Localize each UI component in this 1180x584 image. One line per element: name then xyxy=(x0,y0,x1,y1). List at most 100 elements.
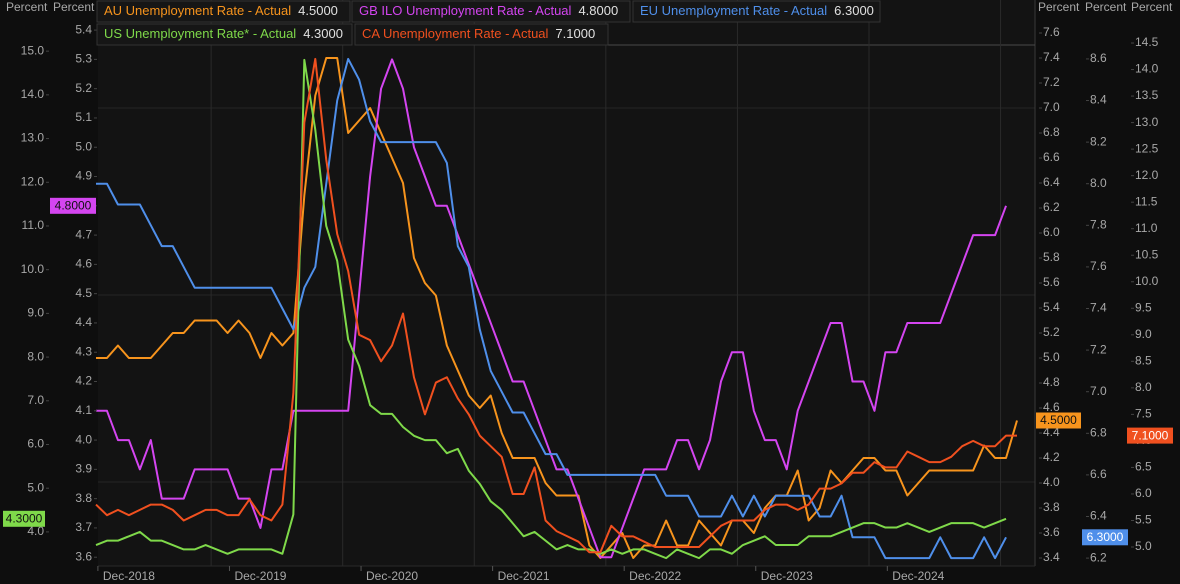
axes: Percent 4.0 5.0 6.0 7.0 8.0 9.0 10.0 11.0 12.0 13.… xyxy=(3,0,1173,583)
y-tick-label: 6.0 xyxy=(1043,225,1060,239)
y-tick-label: 7.8 xyxy=(1090,217,1107,231)
y-tick-label: 11.5 xyxy=(1135,194,1158,208)
y-tick-label: 12.0 xyxy=(1135,168,1159,182)
y-tick-label: 7.4 xyxy=(1043,50,1060,64)
y-tick-label: 4.3 xyxy=(75,344,92,358)
y-tick-label: 5.2 xyxy=(75,81,92,95)
y-tick-label: 3.6 xyxy=(1043,525,1060,539)
legend-name: EU Unemployment Rate - Actual xyxy=(640,3,827,18)
y-tick-label: 5.0 xyxy=(75,139,92,153)
y-tick-label: 7.4 xyxy=(1090,301,1107,315)
legend-name: GB ILO Unemployment Rate - Actual xyxy=(359,3,572,18)
y-tick-label: 6.2 xyxy=(1090,550,1107,564)
x-tick-label: Dec-2022 xyxy=(629,569,681,583)
y-tick-label: 13.0 xyxy=(21,131,45,145)
legend-value: 4.5000 xyxy=(298,3,338,18)
legend-box xyxy=(96,0,351,23)
y-tick-label: 8.5 xyxy=(1135,353,1152,367)
y-tick-label: 6.5 xyxy=(1135,460,1152,474)
grid xyxy=(210,0,1002,566)
y-tick-label: 9.0 xyxy=(1135,327,1152,341)
legend-value: 6.3000 xyxy=(834,3,874,18)
y-tick-label: 4.6 xyxy=(75,257,92,271)
y-tick-label: 6.4 xyxy=(1043,175,1060,189)
y-tick-label: 5.3 xyxy=(75,52,92,66)
value-badge-label: 4.5000 xyxy=(1040,413,1077,427)
legend-entry: EU Unemployment Rate - Actual 6.3000 xyxy=(640,3,874,18)
y-tick-label: 6.8 xyxy=(1043,125,1060,139)
y-tick-label: 5.0 xyxy=(1135,539,1152,553)
y-tick-label: 4.9 xyxy=(75,169,92,183)
legend-entry: CA Unemployment Rate - Actual 7.1000 xyxy=(362,26,595,41)
legend-name: CA Unemployment Rate - Actual xyxy=(362,26,549,41)
y-tick-label: 5.8 xyxy=(1043,250,1060,264)
y-tick-label: 7.0 xyxy=(1043,100,1060,114)
y-tick-label: 6.0 xyxy=(27,437,44,451)
legend-box xyxy=(351,0,631,23)
legend-entry: GB ILO Unemployment Rate - Actual 4.8000 xyxy=(359,3,618,18)
y-tick-label: 8.2 xyxy=(1090,134,1107,148)
y-tick-label: 5.2 xyxy=(1043,325,1060,339)
y-tick-label: 8.0 xyxy=(1090,176,1107,190)
axis-title: Percent xyxy=(53,0,95,14)
value-badge xyxy=(1082,529,1128,546)
x-tick-label: Dec-2018 xyxy=(103,569,155,583)
x-tick-label: Dec-2023 xyxy=(761,569,813,583)
axis-title: Percent xyxy=(6,0,48,14)
series-line xyxy=(95,57,1017,554)
y-tick-label: 3.9 xyxy=(75,462,92,476)
y-tick-label: 4.4 xyxy=(75,315,92,329)
axis-title: Percent xyxy=(1038,0,1080,14)
y-tick-label: 3.8 xyxy=(75,491,92,505)
y-tick-label: 3.6 xyxy=(75,549,92,563)
value-badge xyxy=(1127,427,1173,444)
y-tick-label: 11.0 xyxy=(22,218,45,232)
axis-title: Percent xyxy=(1085,0,1127,14)
y-tick-label: 4.5 xyxy=(75,286,92,300)
axis-title: Percent xyxy=(1131,0,1173,14)
y-tick-label: 7.2 xyxy=(1090,342,1107,356)
y-tick-label: 6.4 xyxy=(1090,509,1107,523)
y-tick-label: 4.2 xyxy=(1043,450,1060,464)
y-tick-label: 12.0 xyxy=(21,174,45,188)
legend-entry: US Unemployment Rate* - Actual 4.3000 xyxy=(104,26,343,41)
y-tick-label: 3.8 xyxy=(1043,500,1060,514)
y-tick-label: 6.2 xyxy=(1043,200,1060,214)
y-tick-label: 14.0 xyxy=(1135,62,1159,76)
y-tick-label: 10.0 xyxy=(1135,274,1159,288)
y-tick-label: 13.0 xyxy=(1135,115,1159,129)
value-badge-label: 4.3000 xyxy=(6,511,43,525)
y-tick-label: 7.0 xyxy=(1090,384,1107,398)
y-tick-label: 7.6 xyxy=(1090,259,1107,273)
y-tick-label: 3.7 xyxy=(75,520,92,534)
y-tick-label: 11.0 xyxy=(1135,221,1158,235)
value-badge-label: 7.1000 xyxy=(1132,428,1169,442)
legend-name: US Unemployment Rate* - Actual xyxy=(104,26,296,41)
x-tick-label: Dec-2024 xyxy=(892,569,944,583)
y-tick-label: 4.2 xyxy=(75,374,92,388)
y-tick-label: 5.5 xyxy=(1135,513,1152,527)
y-tick-label: 7.6 xyxy=(1043,25,1060,39)
series-line xyxy=(96,57,1007,560)
y-tick-label: 10.0 xyxy=(21,262,45,276)
x-tick-label: Dec-2021 xyxy=(498,569,550,583)
y-tick-label: 7.5 xyxy=(1135,407,1152,421)
y-tick-label: 14.0 xyxy=(21,87,45,101)
y-tick-label: 5.4 xyxy=(1043,300,1060,314)
series-line xyxy=(95,58,1007,560)
y-tick-label: 5.6 xyxy=(1043,275,1060,289)
series-line xyxy=(96,57,1018,559)
y-tick-label: 3.4 xyxy=(1043,550,1060,564)
y-tick-label: 6.6 xyxy=(1090,467,1107,481)
y-tick-label: 5.1 xyxy=(75,110,92,124)
y-tick-label: 4.1 xyxy=(75,403,92,417)
y-tick-label: 10.5 xyxy=(1135,247,1159,261)
y-tick-label: 6.0 xyxy=(1135,486,1152,500)
y-tick-label: 8.0 xyxy=(27,349,44,363)
y-tick-label: 9.5 xyxy=(1135,300,1152,314)
legend-value: 4.3000 xyxy=(303,26,343,41)
y-tick-label: 14.5 xyxy=(1135,35,1159,49)
legend-box xyxy=(96,23,353,46)
legend: AU Unemployment Rate - Actual 4.5000 GB IL… xyxy=(96,0,881,46)
